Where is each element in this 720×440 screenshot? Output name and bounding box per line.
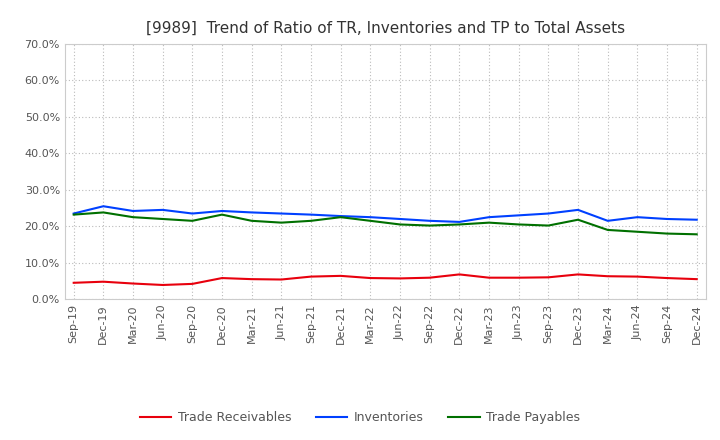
Trade Receivables [574,272,582,277]
Legend: Trade Receivables, Inventories, Trade Payables: Trade Receivables, Inventories, Trade Pa… [135,407,585,429]
Trade Receivables [69,280,78,286]
Inventories [158,207,167,213]
Trade Payables [574,217,582,222]
Inventories [396,216,405,222]
Trade Receivables [514,275,523,280]
Trade Receivables [693,276,701,282]
Line: Trade Payables: Trade Payables [73,213,697,235]
Inventories [633,215,642,220]
Inventories [129,208,138,213]
Inventories [307,212,315,217]
Trade Receivables [366,275,374,281]
Line: Inventories: Inventories [73,206,697,222]
Trade Receivables [485,275,493,280]
Trade Receivables [217,275,226,281]
Trade Payables [366,218,374,224]
Trade Payables [662,231,671,236]
Title: [9989]  Trend of Ratio of TR, Inventories and TP to Total Assets: [9989] Trend of Ratio of TR, Inventories… [145,21,625,36]
Trade Payables [693,232,701,237]
Trade Payables [158,216,167,222]
Trade Receivables [396,276,405,281]
Line: Trade Receivables: Trade Receivables [73,275,697,285]
Trade Payables [277,220,286,225]
Inventories [455,219,464,224]
Inventories [662,216,671,222]
Inventories [277,211,286,216]
Trade Receivables [455,272,464,277]
Trade Payables [396,222,405,227]
Trade Payables [633,229,642,235]
Trade Receivables [129,281,138,286]
Trade Receivables [603,274,612,279]
Trade Receivables [248,276,256,282]
Trade Payables [544,223,553,228]
Inventories [69,211,78,216]
Trade Payables [217,212,226,217]
Inventories [336,213,345,219]
Inventories [544,211,553,216]
Trade Payables [248,218,256,224]
Trade Payables [307,218,315,224]
Trade Receivables [188,281,197,286]
Trade Payables [188,218,197,224]
Trade Payables [603,227,612,233]
Trade Receivables [662,275,671,281]
Inventories [426,218,434,224]
Inventories [693,217,701,222]
Trade Payables [129,215,138,220]
Inventories [603,218,612,224]
Inventories [574,207,582,213]
Inventories [217,208,226,213]
Trade Payables [336,215,345,220]
Trade Payables [426,223,434,228]
Trade Payables [485,220,493,225]
Trade Receivables [277,277,286,282]
Trade Receivables [336,273,345,279]
Inventories [485,215,493,220]
Inventories [248,210,256,215]
Trade Receivables [99,279,108,284]
Trade Receivables [158,282,167,288]
Inventories [99,204,108,209]
Trade Receivables [426,275,434,280]
Trade Payables [99,210,108,215]
Trade Payables [455,222,464,227]
Trade Receivables [633,274,642,279]
Inventories [514,213,523,218]
Trade Payables [514,222,523,227]
Trade Payables [69,212,78,217]
Inventories [188,211,197,216]
Trade Receivables [307,274,315,279]
Trade Receivables [544,275,553,280]
Inventories [366,215,374,220]
